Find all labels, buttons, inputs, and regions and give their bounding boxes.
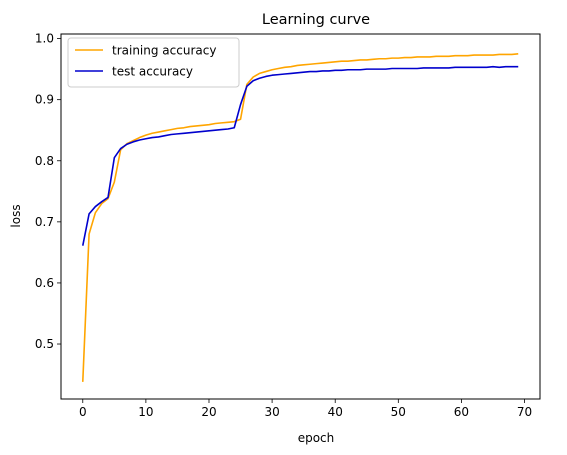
series-line-test-accuracy [81, 65, 519, 246]
y-tick-label: 0.6 [35, 276, 54, 290]
y-axis-ticks: 0.5 0.6 0.7 0.8 0.9 1.0 [35, 32, 61, 351]
y-tick-label: 0.5 [35, 337, 54, 351]
legend-label-test-accuracy: test accuracy [112, 65, 193, 79]
y-tick-label: 0.9 [35, 93, 54, 107]
y-axis-label: loss [9, 204, 23, 227]
x-tick-label: 30 [264, 405, 279, 419]
x-tick-label: 20 [201, 405, 216, 419]
plot-frame [60, 33, 541, 400]
x-tick-label: 10 [138, 405, 153, 419]
x-tick-label: 0 [79, 405, 87, 419]
x-axis-ticks: 0 10 20 30 40 50 60 70 [79, 399, 532, 419]
x-tick-label: 60 [454, 405, 469, 419]
legend-label-training-accuracy: training accuracy [112, 44, 216, 58]
chart-title: Learning curve [262, 12, 370, 28]
series-line-training-accuracy [81, 53, 519, 382]
legend: training accuracy test accuracy [67, 37, 240, 88]
x-tick-label: 70 [517, 405, 532, 419]
y-tick-label: 1.0 [35, 32, 54, 46]
x-axis-label: epoch [298, 431, 335, 445]
series-layer [81, 53, 519, 382]
y-tick-label: 0.7 [35, 215, 54, 229]
y-tick-label: 0.8 [35, 154, 54, 168]
x-tick-label: 50 [391, 405, 406, 419]
legend-box [67, 37, 240, 88]
x-tick-label: 40 [328, 405, 343, 419]
